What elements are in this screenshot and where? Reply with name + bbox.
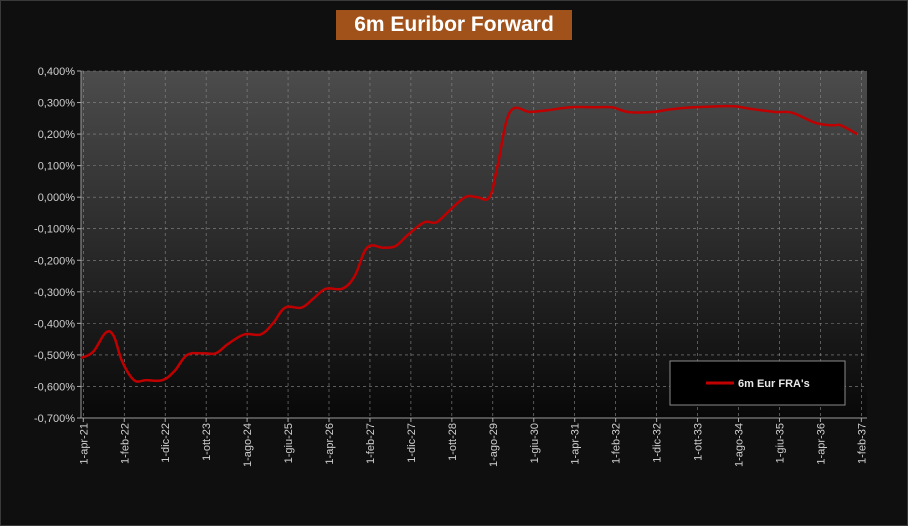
- x-tick-label: 1-feb-32: [611, 423, 623, 464]
- y-tick-label: 0,200%: [38, 129, 76, 141]
- legend-label: 6m Eur FRA's: [738, 378, 810, 390]
- x-tick-label: 1-dic-27: [406, 423, 418, 463]
- x-tick-label: 1-ago-24: [242, 423, 254, 467]
- x-axis: 1-apr-21 1-feb-22 1-dic-22 1-ott-23 1-ago-24…: [78, 418, 868, 467]
- x-tick-label: 1-giu-35: [774, 423, 786, 463]
- y-tick-label: -0,300%: [34, 287, 75, 299]
- y-tick-label: -0,200%: [34, 255, 75, 267]
- x-tick-label: 1-apr-31: [570, 423, 582, 465]
- x-tick-label: 1-ott-33: [693, 423, 705, 461]
- y-tick-label: 0,400%: [38, 66, 76, 78]
- grid: [80, 70, 867, 419]
- series-line-6m-eur-fras: [80, 104, 858, 383]
- x-tick-label: 1-dic-32: [652, 423, 664, 463]
- y-tick-label: -0,500%: [34, 350, 75, 362]
- y-tick-label: -0,100%: [34, 224, 75, 236]
- x-tick-label: 1-apr-26: [324, 423, 336, 465]
- x-tick-label: 1-feb-22: [119, 423, 131, 464]
- x-tick-label: 1-dic-22: [160, 423, 172, 463]
- y-tick-label: 0,100%: [38, 161, 76, 173]
- x-tick-label: 1-ago-29: [488, 423, 500, 467]
- x-tick-label: 1-apr-36: [815, 423, 827, 465]
- plot-area: [81, 71, 867, 418]
- x-tick-label: 1-feb-37: [856, 423, 868, 464]
- y-tick-label: -0,600%: [34, 381, 75, 393]
- x-tick-label: 1-ott-28: [447, 423, 459, 461]
- legend: 6m Eur FRA's: [669, 360, 846, 406]
- y-tick-label: 0,300%: [38, 98, 76, 110]
- y-tick-label: -0,700%: [34, 413, 75, 425]
- legend-box: [669, 360, 846, 406]
- x-tick-label: 1-feb-27: [365, 423, 377, 464]
- y-axis: 0,400% 0,300% 0,200% 0,100% 0,000% -0,100% -0,…: [34, 66, 81, 425]
- x-tick-label: 1-apr-21: [78, 423, 90, 465]
- chart-title: 6m Euribor Forward: [336, 10, 572, 40]
- x-tick-label: 1-ago-34: [734, 423, 746, 467]
- x-tick-label: 1-ott-23: [201, 423, 213, 461]
- y-tick-label: 0,000%: [38, 192, 76, 204]
- x-tick-label: 1-giu-25: [283, 423, 295, 463]
- y-tick-label: -0,400%: [34, 318, 75, 330]
- x-tick-label: 1-giu-30: [529, 423, 541, 463]
